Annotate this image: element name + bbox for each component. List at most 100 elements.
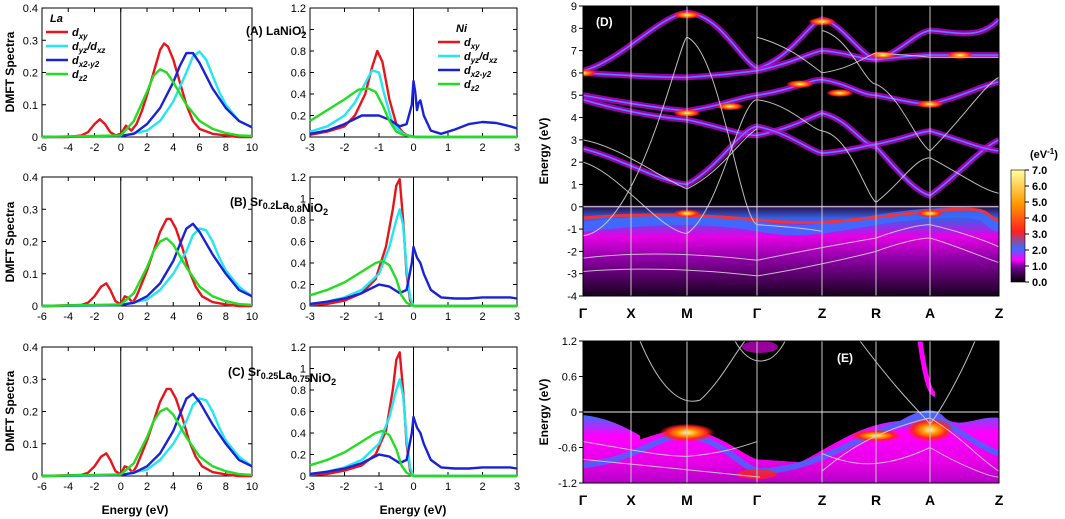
- y-tick-label: 0.8: [291, 215, 306, 227]
- kpoint-label: Z: [995, 492, 1004, 508]
- y-tick-label: 0.2: [23, 407, 38, 419]
- dft-band-line: [734, 341, 786, 362]
- band-y-tick-label: -1.2: [558, 478, 577, 490]
- band-D-label: (D): [596, 15, 613, 29]
- y-tick-label: 0.1: [23, 439, 38, 451]
- row-title-part: 0.25: [261, 371, 279, 381]
- band-y-tick-label: -4: [567, 291, 577, 303]
- x-tick-label: -2: [340, 481, 350, 493]
- x-tick-label: 4: [170, 142, 176, 154]
- row-title-prefix: (A): [246, 24, 266, 38]
- x-tick-label: 0: [410, 311, 416, 323]
- y-tick-label: 0.3: [23, 204, 38, 216]
- x-tick-label: -3: [305, 142, 315, 154]
- band-y-tick-label: 6: [571, 68, 577, 80]
- legend-sub: yz: [470, 56, 479, 65]
- x-tick-label: 6: [196, 311, 202, 323]
- kpoint-label: Z: [818, 492, 827, 508]
- kpoint-label: X: [626, 492, 636, 508]
- x-tick-label: 2: [479, 142, 485, 154]
- band-y-tick-label: -1: [567, 224, 577, 236]
- y-tick-label: 0.8: [291, 46, 306, 58]
- legend-base2: /d: [478, 51, 489, 63]
- spectra-panels: -6 -4 -2 0 2 4 6 8 1000.10.20.30.4Ladxydyz/dxzdx…: [23, 3, 520, 493]
- row-title-part: La: [275, 198, 289, 212]
- y-tick-label: 0.4: [23, 3, 38, 15]
- y-tick-label: 0.2: [23, 68, 38, 80]
- panel-A-Ni: -3 -2 -1 0 1 2 300.20.40.60.811.2Nidxydyz/dxzd…: [291, 3, 520, 154]
- kpoint-label: Z: [818, 305, 827, 321]
- legend-label-z2: dz2: [464, 79, 480, 93]
- x-tick-label: 0: [118, 142, 124, 154]
- x-tick-label: 10: [246, 481, 258, 493]
- band-D-frame: [582, 5, 1000, 297]
- y-tick-label: 0.3: [23, 374, 38, 386]
- x-tick-label: 4: [170, 481, 176, 493]
- x-tick-label: -2: [340, 311, 350, 323]
- legend-title: Ni: [456, 23, 468, 35]
- band-hotspot: [583, 68, 597, 77]
- dft-band-line: [583, 458, 761, 478]
- band-y-tick-label: 1: [571, 179, 577, 191]
- colorbar-tick-label: 1.0: [1032, 261, 1047, 273]
- legend-base: d: [72, 55, 79, 67]
- x-tick-label: 2: [144, 311, 150, 323]
- x-tick-label: -2: [90, 142, 100, 154]
- colorbar-tick-label: 6.0: [1032, 181, 1047, 193]
- row-title-C: (C) Sr0.25La0.75NiO2: [228, 365, 336, 387]
- x-tick-label: -1: [374, 481, 384, 493]
- colorbar-tick-label: 2.0: [1032, 245, 1047, 257]
- series-z2: [309, 87, 517, 139]
- legend-base: d: [464, 51, 471, 63]
- x-tick-label: 6: [196, 142, 202, 154]
- x-tick-label: 0: [410, 481, 416, 493]
- x-tick-label: -4: [63, 142, 73, 154]
- spectra-ylabel-C: DMFT Spectra: [3, 370, 17, 451]
- row-title-part: NiO: [310, 371, 331, 385]
- y-tick-label: 0.4: [291, 428, 306, 440]
- row-title-part: 0.75: [292, 374, 310, 384]
- band-blue: [583, 207, 999, 236]
- legend-sub: z2: [78, 74, 88, 83]
- series-x2y2: [41, 392, 253, 478]
- legend-base: d: [464, 79, 471, 91]
- x-tick-label: 10: [246, 142, 258, 154]
- kpoint-label: Z: [995, 305, 1004, 321]
- x-tick-label: -3: [305, 481, 315, 493]
- row-title-part: 0.8: [289, 204, 302, 214]
- colorbar: (eV-1) 7.0 6.0 5.0 4.0 3.0 2.0 1.0 0.0: [1010, 147, 1058, 289]
- band-panel-D: -4 -3 -2 -1 0 1 2 3 4 5 6 7 8 9 Γ X M Γ Z R A Z (D) Energy (e…: [537, 1, 1004, 321]
- x-tick-label: 4: [170, 311, 176, 323]
- band-y-tick-label: 4: [571, 113, 577, 125]
- x-tick-label: -3: [305, 311, 315, 323]
- series-yz: [41, 397, 253, 478]
- x-tick-label: -6: [37, 142, 47, 154]
- dft-band-line: [583, 237, 999, 277]
- legend-base: d: [464, 65, 471, 77]
- panel-C-La: -6 -4 -2 0 2 4 6 8 10 0 0.1 0.2 0.3 0.4: [23, 342, 258, 493]
- x-tick-label: -6: [37, 311, 47, 323]
- series-x2y2: [309, 79, 518, 135]
- x-tick-label: -2: [90, 311, 100, 323]
- legend-sub: x2-y2: [78, 60, 100, 69]
- band-y-tick-label: 8: [571, 23, 577, 35]
- band-y-tick-label: 9: [571, 1, 577, 13]
- legend-label-yz: dyz/dxz: [464, 51, 497, 65]
- dft-band-line: [821, 30, 999, 152]
- colorbar-tick-label: 3.0: [1032, 229, 1047, 241]
- band-y-tick-label: 1.2: [562, 336, 577, 348]
- kpoint-label: M: [681, 305, 693, 321]
- kpoint-label: Γ: [753, 492, 762, 508]
- x-tick-label: 1: [445, 481, 451, 493]
- panel-frame: [41, 176, 253, 307]
- x-tick-label: -6: [37, 481, 47, 493]
- kpoint-label: R: [871, 492, 881, 508]
- y-tick-label: 0: [300, 471, 306, 483]
- panel-B-Ni: -3 -2 -1 0 1 2 300.20.40.60.811.2: [291, 172, 520, 323]
- legend-label-yz: dyz/dxz: [72, 41, 105, 55]
- y-tick-label: 1.2: [291, 342, 306, 354]
- row-title-part: LaNiO: [266, 24, 301, 38]
- panel-frame: [41, 7, 253, 138]
- band-y-tick-label: -3: [567, 269, 577, 281]
- row-title-part: Sr: [248, 365, 261, 379]
